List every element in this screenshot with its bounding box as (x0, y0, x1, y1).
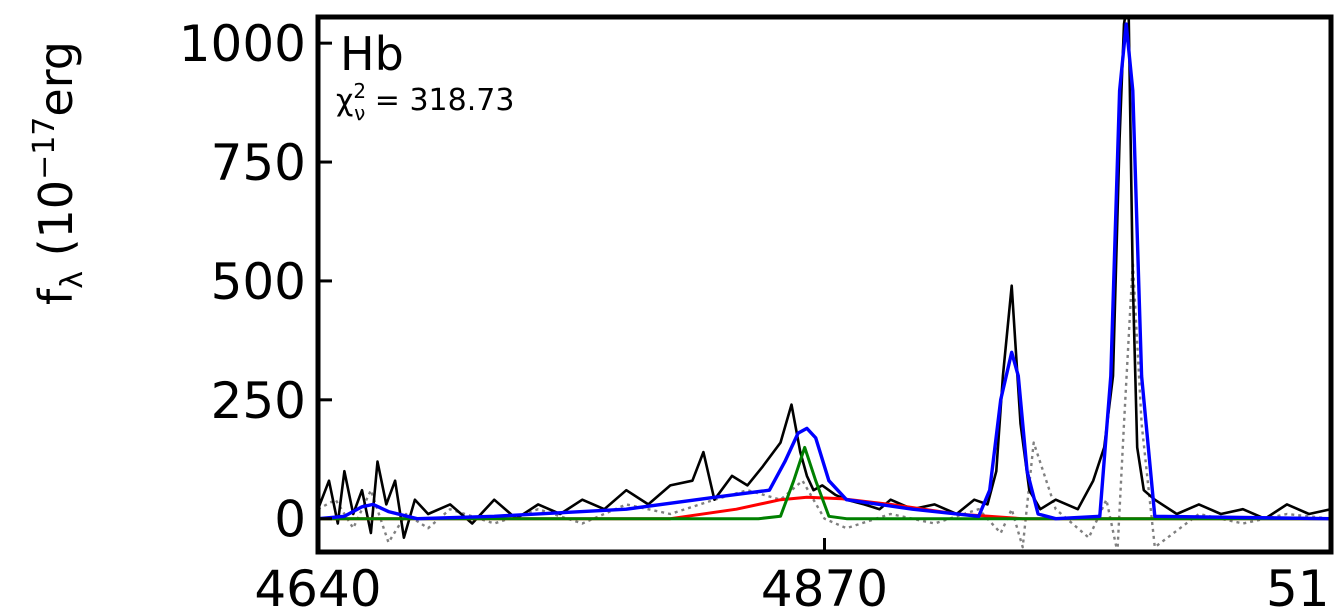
chi-subscript: ν (354, 101, 365, 125)
chi-value: = 318.73 (365, 83, 514, 118)
ylabel-open: (10 (29, 180, 83, 271)
tick-layer: 0 250 500 750 1000 4640 4870 51 (179, 15, 1333, 611)
series-observed-data (318, 17, 1331, 540)
chi-superscript: 2 (353, 79, 366, 103)
series-layer (318, 17, 1331, 552)
panel-label: Hb (340, 27, 404, 81)
ylabel-exponent: −17 (27, 117, 62, 180)
series-broad-component (318, 495, 1331, 521)
y-tick-label: 750 (211, 134, 306, 192)
x-tick-label: 51 (1266, 560, 1330, 611)
x-tick-label: 4870 (761, 560, 888, 611)
y-tick-label: 1000 (179, 15, 306, 73)
series-model-total (318, 22, 1331, 521)
y-axis-label: fλ (10−17erg (27, 41, 90, 305)
chi-symbol: χ (336, 83, 353, 118)
chi-square-annotation: χ2 ν = 318.73 (336, 79, 514, 125)
ylabel-lambda: λ (55, 271, 90, 289)
y-tick-label: 0 (274, 491, 306, 549)
series-narrow-component (318, 445, 1331, 521)
ylabel-f: f (29, 287, 83, 305)
y-tick-label: 500 (211, 253, 306, 311)
ylabel-tail: erg (29, 41, 83, 117)
x-tick-label: 4640 (254, 560, 381, 611)
y-tick-label: 250 (211, 372, 306, 430)
